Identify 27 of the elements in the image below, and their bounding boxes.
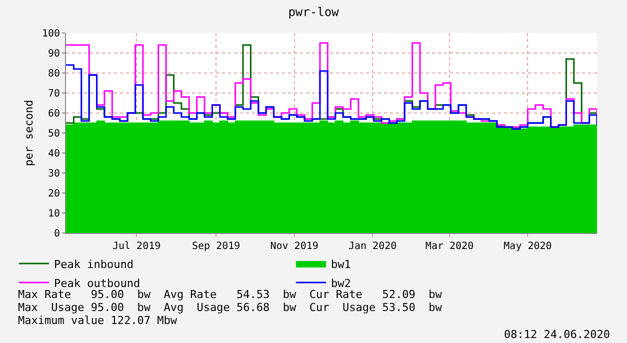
chart-title: pwr-low (288, 5, 340, 20)
y-tick-label: 60 (48, 108, 60, 120)
legend-label: bw1 (331, 258, 351, 271)
y-tick-label: 0 (54, 228, 60, 240)
text: Max Rate 95.00 bw Avg Rate 54.53 bw Cur Rate 52.09 bw (18, 288, 442, 301)
y-tick-label: 90 (48, 48, 60, 60)
text: Max Usage 95.00 bw Avg Usage 56.68 bw Cur Usage 53.50 bw (18, 301, 442, 314)
y-tick-label: 30 (48, 168, 60, 180)
legend-label: bw2 (331, 276, 351, 290)
y-tick-label: 100 (42, 28, 60, 40)
x-tick-label: May 2020 (504, 241, 552, 252)
y-axis-title: per second (22, 100, 36, 166)
legend-label: Peak inbound (54, 258, 134, 271)
y-tick-label: 50 (48, 128, 60, 140)
text: 08:12 24.06.2020 (504, 328, 610, 341)
y-tick-label: 20 (48, 188, 60, 200)
x-tick-label: Sep 2019 (192, 241, 240, 252)
x-tick-label: Jul 2019 (112, 241, 161, 252)
x-tick-label: Nov 2019 (270, 241, 318, 252)
legend-label: Peak outbound (54, 276, 140, 290)
x-tick-label: Mar 2020 (425, 241, 474, 252)
y-tick-label: 10 (48, 208, 60, 220)
y-tick-label: 40 (48, 148, 60, 160)
y-tick-label: 70 (48, 88, 60, 100)
text: Maximum value 122.07 Mbw (18, 314, 178, 327)
y-tick-label: 80 (48, 68, 60, 80)
x-tick-label: Jan 2020 (348, 241, 397, 252)
